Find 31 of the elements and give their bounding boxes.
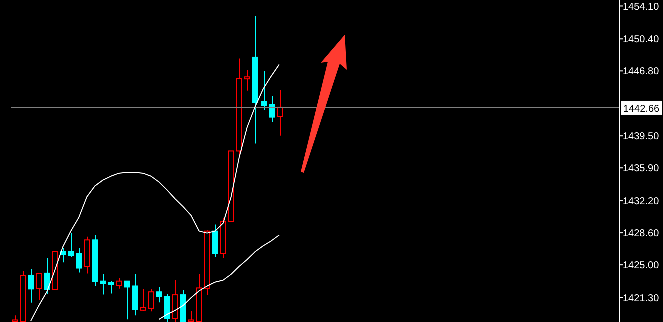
- candlestick: [270, 95, 276, 123]
- candlestick: [116, 278, 122, 290]
- y-tick-label: 1425.00: [623, 260, 660, 272]
- y-tick-label: 1435.90: [623, 164, 660, 175]
- y-tick-label: 1439.50: [623, 132, 660, 143]
- candlestick: [28, 269, 34, 304]
- y-tick-label: 1432.20: [623, 196, 660, 208]
- y-tick-label: 1454.10: [623, 2, 660, 13]
- candlestick: [44, 258, 50, 295]
- line-series: [158, 234, 280, 320]
- candlestick: [140, 288, 146, 312]
- candlestick: [36, 272, 42, 300]
- candlestick: [262, 70, 268, 111]
- candlestick: [148, 288, 154, 312]
- ref-line-label: 1442.66: [623, 104, 660, 115]
- y-tick-label: 1428.60: [623, 228, 660, 240]
- candlestick: [132, 274, 138, 316]
- candlestick: [164, 294, 170, 322]
- candlestick: [68, 232, 74, 258]
- candlestick: [212, 224, 218, 258]
- candlestick: [76, 248, 82, 274]
- y-tick-label: 1450.40: [623, 34, 660, 46]
- candlestick: [124, 280, 130, 320]
- candlestick: [156, 286, 162, 304]
- candlestick: [100, 274, 106, 296]
- line-series: [30, 64, 280, 322]
- y-tick-label: 1421.30: [623, 294, 660, 305]
- candlestick: [108, 280, 114, 294]
- candlestick: [244, 70, 250, 92]
- y-tick-label: 1446.80: [623, 66, 660, 78]
- candlestick: [278, 90, 284, 136]
